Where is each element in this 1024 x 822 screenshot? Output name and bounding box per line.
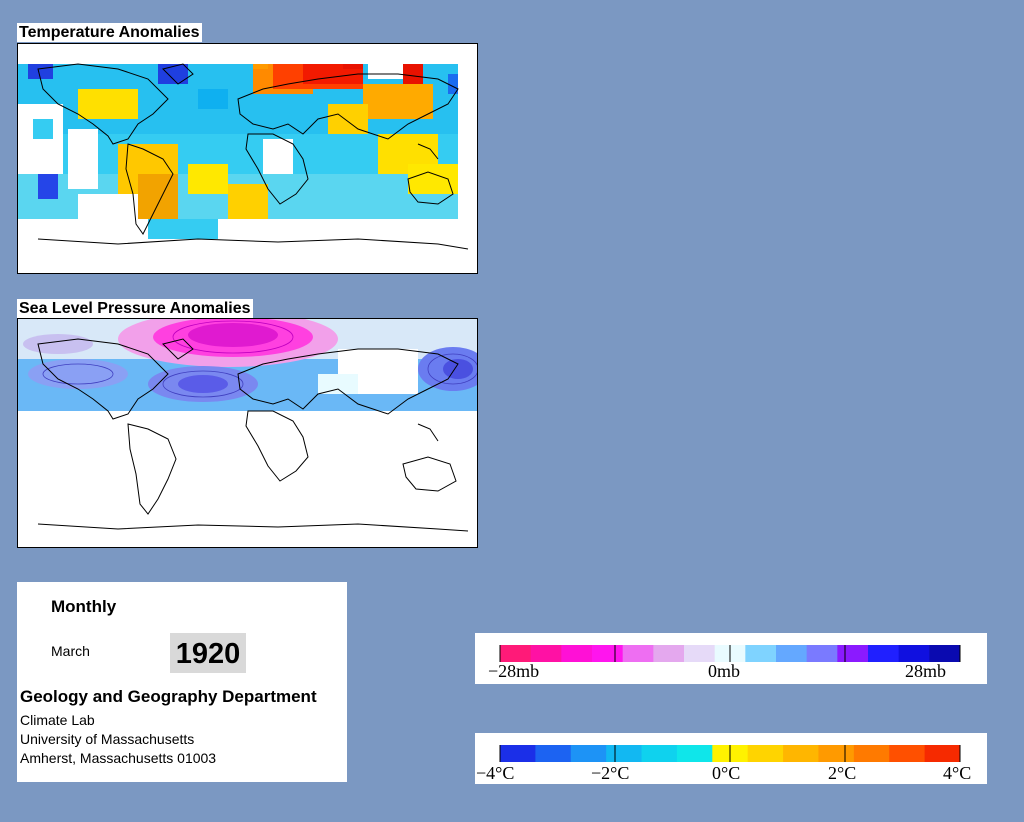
temperature-legend-swatch: [500, 745, 536, 762]
pressure-legend-min-label: −28mb: [488, 661, 540, 681]
lab-name: Climate Lab: [20, 712, 95, 728]
temperature-legend-label-neg4: −4°C: [476, 763, 515, 783]
year-display: 1920: [170, 633, 246, 673]
address-line: Amherst, Massachusetts 01003: [20, 750, 217, 766]
temperature-legend-swatch: [641, 745, 678, 762]
temperature-legend-swatch: [818, 745, 855, 762]
pressure-anomaly-field: [18, 319, 477, 547]
month-label: March: [51, 643, 90, 659]
info-panel: Monthly March 1920 Geology and Geography…: [17, 582, 347, 782]
pressure-legend-swatch: [653, 645, 685, 662]
temperature-legend-swatch: [676, 745, 713, 762]
temperature-legend-label-4: 4°C: [943, 763, 972, 783]
pressure-legend-swatch: [929, 645, 961, 662]
temperature-legend-swatch: [535, 745, 572, 762]
frequency-label: Monthly: [51, 597, 117, 616]
pressure-legend-swatch: [837, 645, 869, 662]
pressure-legend-swatch: [530, 645, 562, 662]
temperature-legend-swatch: [853, 745, 890, 762]
temperature-legend-swatch: [606, 745, 643, 762]
pressure-contours: [42, 320, 477, 398]
pressure-legend-max-label: 28mb: [905, 661, 947, 681]
temperature-anomaly-field: [18, 44, 477, 273]
temperature-legend-swatch: [889, 745, 926, 762]
pressure-color-bar: [499, 645, 961, 662]
temperature-legend-label-2: 2°C: [828, 763, 857, 783]
university-name: University of Massachusetts: [20, 731, 195, 747]
pressure-panel-title: Sea Level Pressure Anomalies: [17, 299, 253, 318]
temperature-legend-label-0: 0°C: [712, 763, 741, 783]
temperature-legend-swatch: [924, 745, 961, 762]
coastline-overlay: [37, 338, 469, 532]
pressure-legend-swatch: [806, 645, 838, 662]
pressure-color-legend: −28mb 0mb 28mb: [475, 633, 987, 684]
temperature-legend-label-neg2: −2°C: [591, 763, 630, 783]
temperature-panel-title: Temperature Anomalies: [17, 23, 202, 42]
pressure-legend-swatch: [745, 645, 777, 662]
pressure-legend-swatch: [561, 645, 593, 662]
pressure-legend-swatch: [898, 645, 930, 662]
temperature-anomaly-map: [17, 43, 478, 274]
temperature-color-legend: −4°C −2°C 0°C 2°C 4°C: [475, 733, 987, 784]
pressure-legend-swatch: [776, 645, 808, 662]
pressure-legend-swatch: [622, 645, 654, 662]
pressure-legend-swatch: [500, 645, 532, 662]
pressure-legend-swatch: [684, 645, 716, 662]
department-name: Geology and Geography Department: [20, 687, 317, 706]
pressure-legend-swatch: [592, 645, 624, 662]
coastline-overlay: [37, 63, 469, 250]
pressure-legend-zero-label: 0mb: [708, 661, 741, 681]
pressure-legend-swatch: [868, 645, 900, 662]
temperature-legend-swatch: [570, 745, 607, 762]
temperature-legend-swatch: [747, 745, 784, 762]
pressure-anomaly-map: [17, 318, 478, 548]
temperature-color-bar: [499, 745, 961, 762]
temperature-legend-swatch: [783, 745, 819, 762]
